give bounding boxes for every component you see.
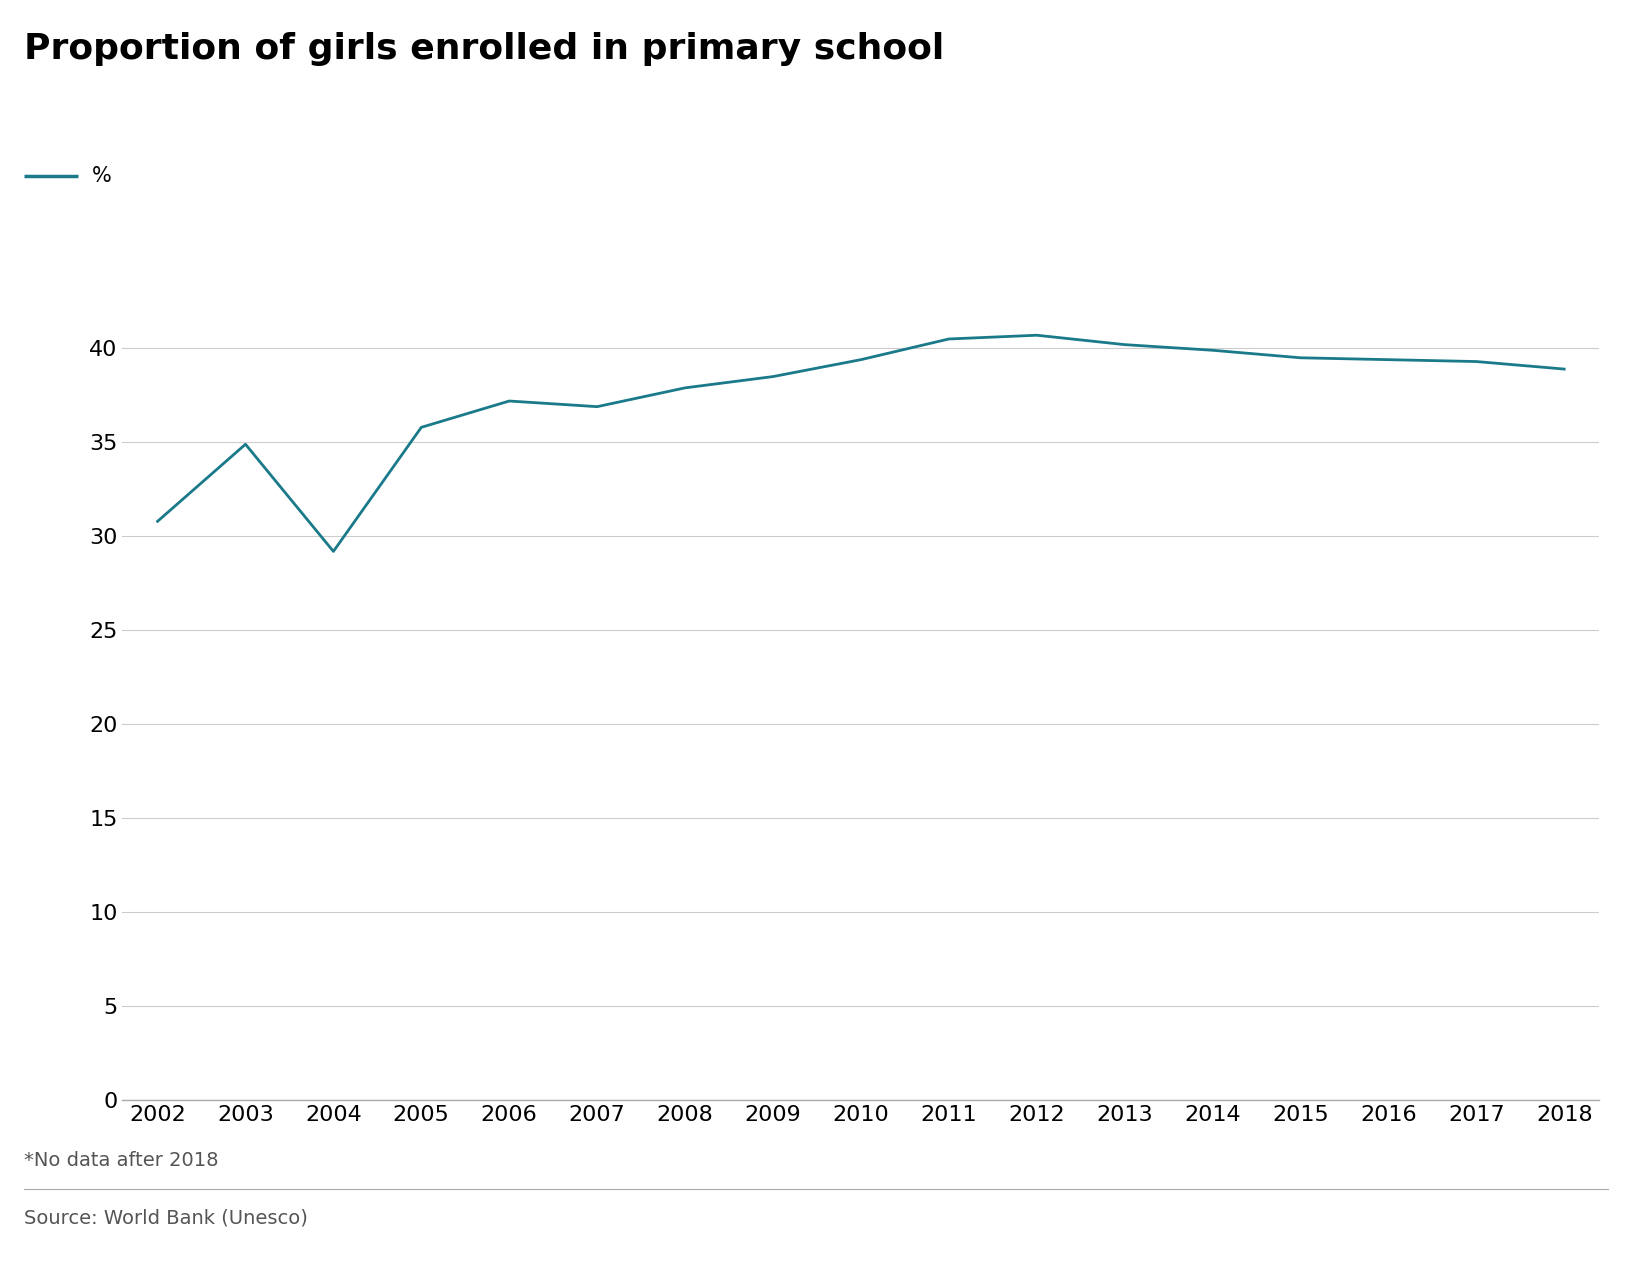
Text: *No data after 2018: *No data after 2018 [24,1151,219,1170]
Text: %: % [91,165,111,186]
Text: Source: World Bank (Unesco): Source: World Bank (Unesco) [24,1208,308,1227]
Text: Proportion of girls enrolled in primary school: Proportion of girls enrolled in primary … [24,32,945,66]
Text: BBC: BBC [1563,1224,1599,1241]
